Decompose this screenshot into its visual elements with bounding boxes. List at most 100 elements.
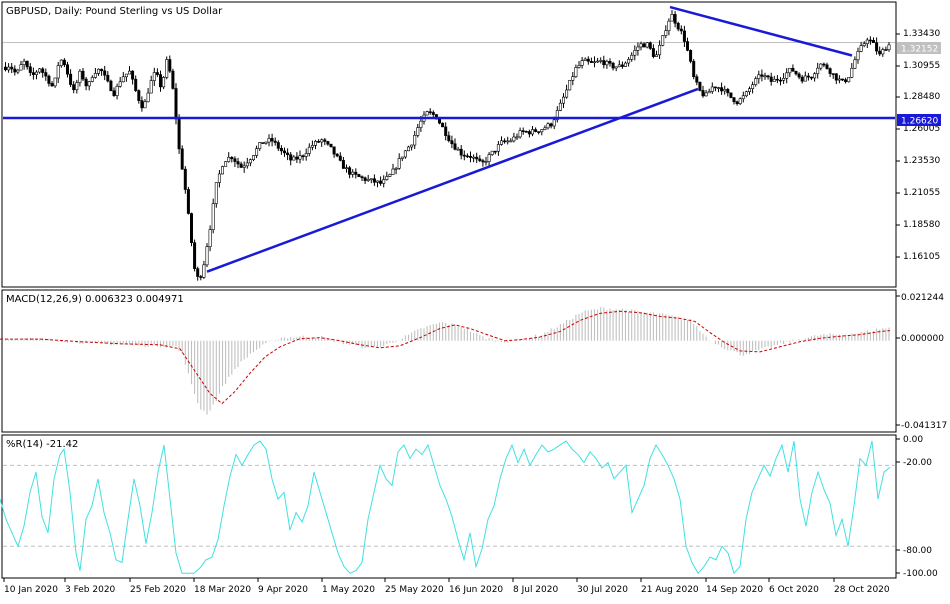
bear-candle (193, 242, 197, 269)
bull-candle (87, 81, 91, 87)
bear-candle (338, 155, 342, 161)
bull-candle (499, 140, 503, 145)
bear-candle (190, 213, 194, 243)
bull-candle (552, 119, 556, 127)
bull-candle (375, 180, 379, 183)
bear-candle (642, 43, 646, 48)
bear-candle (171, 70, 175, 89)
wpr-pane-title: %R(14) -21.42 (6, 439, 78, 450)
bull-candle (152, 72, 156, 81)
bull-candle (394, 168, 398, 170)
bull-candle (785, 72, 789, 79)
bear-candle (137, 90, 141, 101)
bull-candle (639, 43, 643, 48)
bull-candle (658, 44, 662, 56)
bull-candle (853, 59, 857, 69)
bear-candle (326, 141, 330, 145)
x-tick-label: 14 Sep 2020 (706, 585, 763, 595)
bear-candle (131, 70, 135, 80)
bear-candle (459, 148, 463, 156)
bull-candle (565, 89, 569, 98)
bull-candle (716, 87, 720, 89)
bull-candle (490, 150, 494, 155)
bear-candle (323, 139, 327, 142)
bear-candle (524, 131, 528, 133)
bull-candle (592, 61, 596, 64)
bull-candle (245, 162, 249, 167)
level-price-label: 1.26620 (901, 117, 938, 127)
macd-tick-label: -0.041317 (901, 421, 947, 431)
bear-candle (348, 167, 352, 175)
bull-candle (819, 63, 823, 69)
bull-candle (518, 130, 522, 138)
bear-candle (180, 148, 184, 170)
bull-candle (313, 141, 317, 146)
bear-candle (28, 66, 32, 73)
bull-candle (757, 74, 761, 79)
price-tick-label: 1.18580 (903, 220, 940, 230)
macd-pane-frame (1, 289, 897, 433)
bear-candle (50, 83, 54, 87)
bull-candle (633, 50, 637, 56)
bull-candle (837, 78, 841, 81)
bear-candle (778, 79, 782, 82)
bear-candle (537, 131, 541, 133)
bull-candle (351, 171, 355, 175)
bull-candle (530, 129, 534, 135)
bull-candle (248, 159, 252, 164)
bull-candle (661, 35, 665, 46)
x-tick-label: 18 Mar 2020 (194, 585, 251, 595)
bull-candle (292, 156, 296, 161)
bull-candle (149, 80, 153, 94)
bull-candle (388, 174, 392, 177)
bear-candle (363, 177, 367, 181)
bear-candle (521, 130, 525, 132)
bear-candle (676, 22, 680, 30)
bear-candle (794, 70, 798, 75)
bear-candle (698, 81, 702, 91)
level-price-badge (897, 114, 941, 126)
bull-candle (555, 110, 559, 121)
bull-candle (751, 84, 755, 89)
bear-candle (239, 163, 243, 168)
wpr-axis: 0.00 -20.00 -80.00 -100.00 (903, 435, 938, 579)
bear-candle (444, 126, 448, 136)
bull-candle (540, 129, 544, 133)
bull-candle (205, 246, 209, 266)
bull-candle (754, 78, 758, 85)
bear-candle (31, 72, 35, 75)
bear-candle (478, 158, 482, 161)
bear-candle (462, 154, 466, 157)
bull-candle (580, 60, 584, 66)
bull-candle (34, 71, 38, 75)
bear-candle (329, 143, 333, 148)
bear-candle (69, 73, 73, 85)
bull-candle (568, 79, 572, 91)
time-axis: 10 Jan 2020 3 Feb 2020 25 Feb 2020 18 Ma… (4, 585, 890, 595)
x-tick-label: 21 Aug 2020 (641, 585, 699, 595)
bear-candle (183, 168, 187, 190)
wpr-tick-label: 0.00 (903, 435, 923, 445)
bull-candle (546, 123, 550, 129)
bull-candle (202, 264, 206, 278)
bull-candle (645, 42, 649, 48)
bull-candle (574, 67, 578, 77)
bull-candle (561, 96, 565, 104)
bear-candle (825, 64, 829, 69)
bear-candle (199, 276, 203, 278)
bull-candle (509, 140, 513, 143)
bear-candle (760, 74, 764, 77)
bear-candle (332, 146, 336, 155)
bear-candle (276, 142, 280, 149)
bear-candle (844, 79, 848, 83)
bear-candle (106, 74, 110, 82)
bear-candle (155, 72, 159, 75)
x-tick-label: 6 Oct 2020 (769, 585, 819, 595)
macd-pane-title: MACD(12,26,9) 0.006323 0.004971 (6, 294, 184, 305)
bull-candle (227, 156, 231, 162)
bear-candle (884, 49, 888, 51)
bear-candle (72, 84, 76, 91)
bull-candle (78, 70, 82, 83)
price-tick-label: 1.26005 (903, 124, 940, 134)
